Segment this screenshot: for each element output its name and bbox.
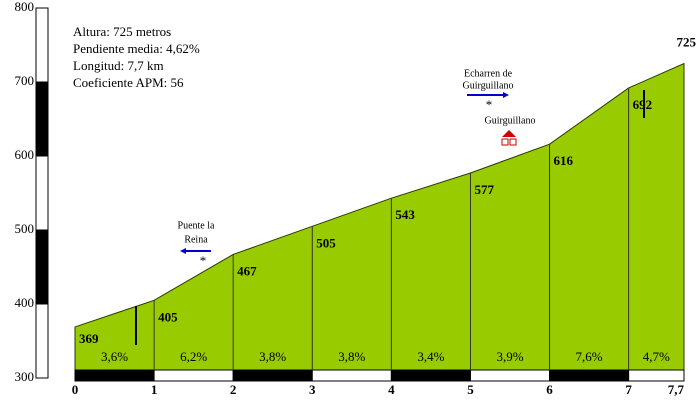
gradient-label: 4,7% xyxy=(643,349,670,364)
scale-band xyxy=(35,303,49,379)
x-tick-label: 0 xyxy=(72,382,79,397)
segment-band xyxy=(311,369,392,382)
place-label: Guirguillano xyxy=(463,80,514,91)
segment-band xyxy=(153,369,234,382)
elevation-label: 467 xyxy=(237,263,257,278)
x-tick-label: 7,7 xyxy=(668,382,685,397)
scale-band xyxy=(35,7,49,83)
gradient-label: 3,8% xyxy=(338,349,365,364)
segment-band xyxy=(74,369,155,382)
annotations: Puente la Reina * Echarren de Guirguilla… xyxy=(135,68,645,345)
gradient-label: 7,6% xyxy=(576,349,603,364)
elevation-label: 405 xyxy=(158,309,178,324)
scale-band xyxy=(35,155,49,231)
segment-band xyxy=(628,369,685,382)
segment-band xyxy=(390,369,471,382)
info-line: Pendiente media: 4,62% xyxy=(73,41,200,56)
gradient-label: 3,8% xyxy=(259,349,286,364)
x-tick-label: 1 xyxy=(151,382,158,397)
place-label: Echarren de xyxy=(464,68,513,79)
y-tick-label: 600 xyxy=(15,147,35,162)
x-tick-label: 7 xyxy=(625,382,632,397)
x-tick-label: 4 xyxy=(388,382,395,397)
scale-band xyxy=(35,81,49,157)
y-tick-label: 500 xyxy=(15,221,35,236)
segment-band xyxy=(549,369,630,382)
x-tick-label: 5 xyxy=(467,382,474,397)
marker: * xyxy=(200,253,207,268)
place-label: Reina xyxy=(184,234,208,245)
y-tick-label: 400 xyxy=(15,295,35,310)
x-tick-label: 6 xyxy=(546,382,553,397)
elevation-label: 505 xyxy=(316,235,336,250)
elevation-label: 692 xyxy=(633,97,653,112)
y-tick-label: 800 xyxy=(15,0,35,14)
marker: * xyxy=(486,97,493,112)
gradient-label: 3,6% xyxy=(101,349,128,364)
elevation-label: 577 xyxy=(474,182,494,197)
x-tick-label: 3 xyxy=(309,382,316,397)
elevation-label: 725 xyxy=(677,34,697,49)
elevation-label: 543 xyxy=(395,207,415,222)
info-line: Altura: 725 metros xyxy=(73,24,171,39)
arrow-head xyxy=(180,248,186,254)
elevation-label: 369 xyxy=(79,331,99,346)
arrow-head xyxy=(503,92,509,98)
gradient-label: 3,9% xyxy=(496,349,523,364)
place-label: Puente la xyxy=(178,220,215,231)
gradient-label: 6,2% xyxy=(180,349,207,364)
plot: 300 400 500 600 700 800 3,6% 6,2% 3,8% 3,8% 3,4% 3,… xyxy=(15,0,697,397)
elevation-label: 616 xyxy=(554,153,574,168)
info-line: Coeficiente APM: 56 xyxy=(73,75,184,90)
info: Altura: 725 metros Pendiente media: 4,62… xyxy=(73,24,200,90)
y-tick-label: 700 xyxy=(15,73,35,88)
scale-band xyxy=(35,229,49,305)
segment-band xyxy=(232,369,313,382)
y-tick-label: 300 xyxy=(15,369,35,384)
info-line: Longitud: 7,7 km xyxy=(73,58,164,73)
x-tick-label: 2 xyxy=(230,382,237,397)
place-label: Guirguillano xyxy=(485,115,536,126)
village-icon xyxy=(501,130,517,146)
gradient-label: 3,4% xyxy=(417,349,444,364)
segment-band xyxy=(469,369,551,382)
